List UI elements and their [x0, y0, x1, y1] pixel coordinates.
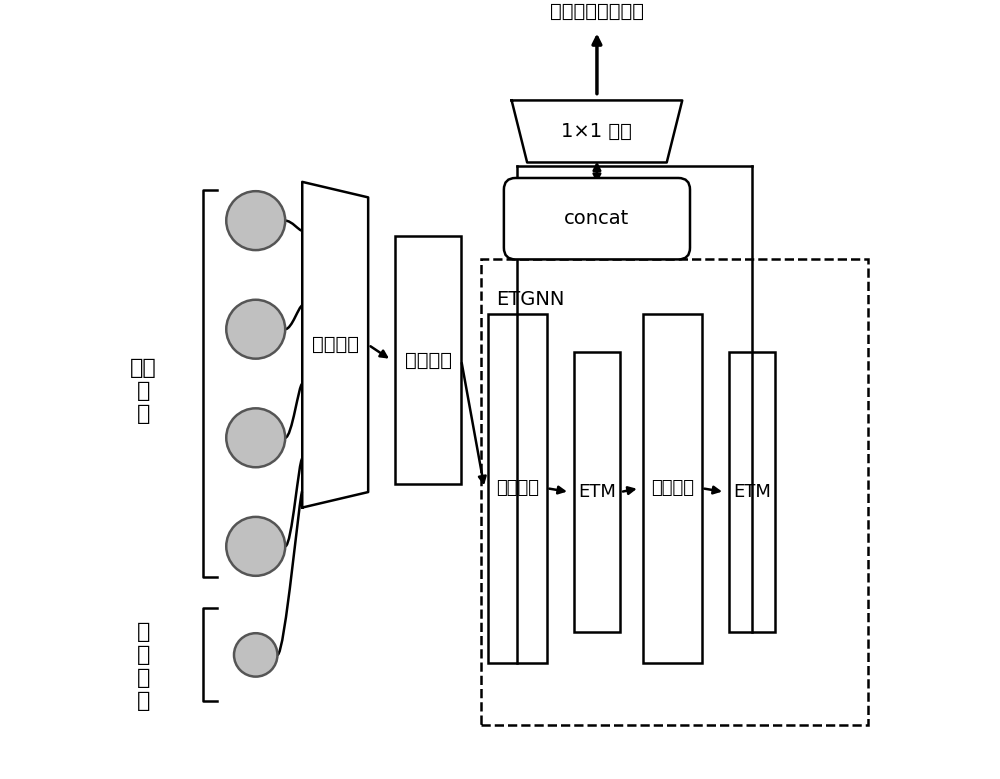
FancyBboxPatch shape — [504, 178, 690, 259]
FancyBboxPatch shape — [574, 352, 620, 632]
Text: 结点更新: 结点更新 — [651, 479, 694, 497]
Text: ETM: ETM — [733, 483, 771, 501]
Text: 1×1 卷积: 1×1 卷积 — [561, 122, 632, 141]
Text: concat: concat — [564, 210, 630, 228]
Circle shape — [234, 633, 277, 677]
Text: ETM: ETM — [578, 483, 616, 501]
FancyBboxPatch shape — [395, 236, 461, 485]
FancyBboxPatch shape — [481, 259, 868, 724]
Text: 查询结点标签预测: 查询结点标签预测 — [550, 2, 644, 21]
Circle shape — [226, 408, 285, 467]
Circle shape — [226, 300, 285, 358]
Text: 支持
样
本: 支持 样 本 — [130, 358, 157, 425]
Circle shape — [226, 191, 285, 250]
FancyBboxPatch shape — [729, 352, 775, 632]
Polygon shape — [512, 100, 682, 163]
Text: 特征提取: 特征提取 — [312, 335, 359, 354]
Text: 图初始化: 图初始化 — [405, 351, 452, 370]
Circle shape — [226, 517, 285, 576]
Text: 结点更新: 结点更新 — [496, 479, 539, 497]
Text: ETGNN: ETGNN — [496, 291, 564, 309]
FancyBboxPatch shape — [643, 314, 702, 663]
Text: 查
询
样
本: 查 询 样 本 — [137, 622, 150, 711]
FancyBboxPatch shape — [488, 314, 547, 663]
Polygon shape — [302, 182, 368, 508]
